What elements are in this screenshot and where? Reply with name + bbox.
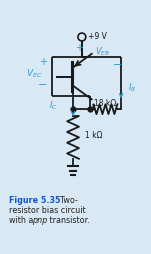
Text: +: + xyxy=(39,56,47,67)
Text: $I_B$: $I_B$ xyxy=(128,81,136,93)
Text: pnp: pnp xyxy=(32,215,47,224)
Text: $V_{EB}$: $V_{EB}$ xyxy=(95,45,110,58)
Text: $I_C$: $I_C$ xyxy=(49,100,57,112)
Text: resistor bias circuit: resistor bias circuit xyxy=(9,205,86,214)
Text: 1 kΩ: 1 kΩ xyxy=(85,130,102,139)
Text: $V_{EC}$: $V_{EC}$ xyxy=(26,67,43,80)
Text: +: + xyxy=(75,43,83,53)
Text: −: − xyxy=(112,59,122,69)
Text: Figure 5.35: Figure 5.35 xyxy=(9,196,61,204)
Text: transistor.: transistor. xyxy=(47,215,89,224)
Text: 18 kΩ: 18 kΩ xyxy=(94,98,117,107)
Text: Two-: Two- xyxy=(50,196,78,204)
Text: with a: with a xyxy=(9,215,36,224)
Text: +9 V: +9 V xyxy=(88,32,107,41)
Text: −: − xyxy=(38,80,47,90)
